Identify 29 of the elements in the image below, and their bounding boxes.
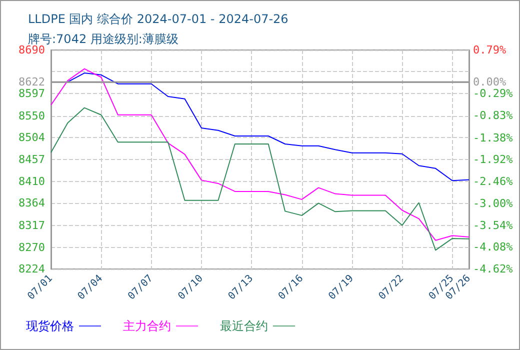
y-tick-label: 8270 — [18, 240, 45, 254]
y-tick-label: 8504 — [18, 130, 46, 144]
y2-tick-label: -0.83% — [473, 109, 514, 122]
y2-tick-label: -4.62% — [473, 262, 514, 276]
legend-label: 最近合约 — [220, 319, 268, 333]
y2-tick-label: -2.46% — [473, 175, 514, 188]
y2-tick-label: -3.54% — [473, 218, 514, 232]
line-series — [50, 68, 470, 241]
y-tick-label: 8317 — [18, 218, 45, 232]
y2-tick-label: -1.92% — [473, 153, 514, 166]
y-tick-label: 8550 — [18, 109, 45, 122]
y2-tick-label: -0.29% — [473, 87, 514, 100]
y2-tick-label: 0.00% — [473, 75, 506, 88]
y-tick-label: 8410 — [18, 175, 45, 188]
y-tick-label: 8597 — [18, 87, 45, 100]
y2-tick-label: -1.38% — [473, 131, 514, 144]
line-series — [50, 107, 470, 251]
y2-tick-label: 0.79% — [473, 44, 506, 56]
y-tick-label: 8690 — [18, 44, 45, 56]
y2-tick-label: -3.00% — [473, 196, 514, 210]
chart-subtitle: 牌号:7042 用途级别:薄膜级 — [28, 32, 178, 46]
legend-label: 主力合约 — [123, 319, 171, 333]
chart-title: LLDPE 国内 综合价 2024-07-01 - 2024-07-26 — [28, 12, 288, 26]
y-tick-label: 8622 — [18, 75, 45, 88]
y-tick-label: 8224 — [18, 262, 46, 276]
legend-label: 现货价格 — [26, 319, 74, 333]
y-tick-label: 8364 — [18, 196, 46, 210]
y-tick-label: 8457 — [18, 153, 45, 166]
y2-tick-label: -4.08% — [473, 240, 514, 254]
